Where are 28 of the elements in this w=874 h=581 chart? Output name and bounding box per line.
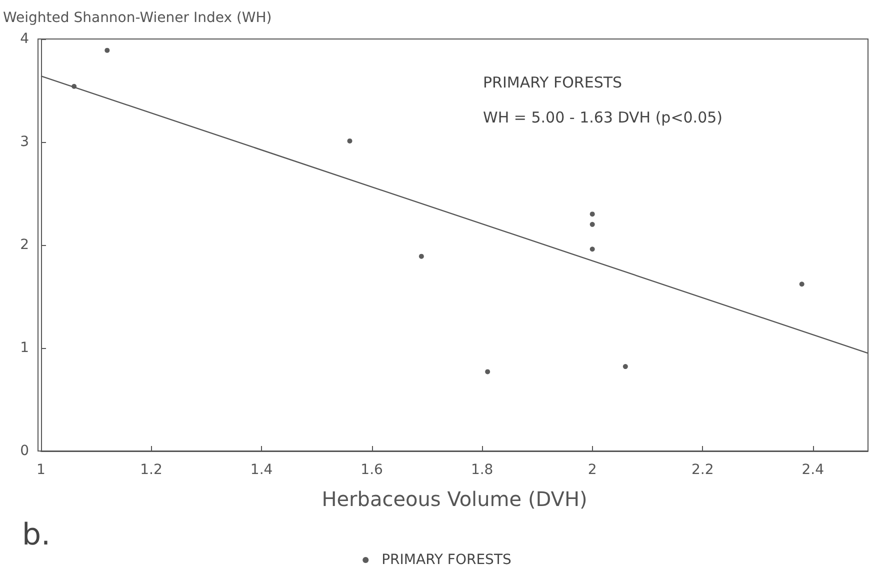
point (590, 246, 595, 252)
y-tick-label: 2 (20, 237, 29, 253)
x-tick-label: 1.8 (470, 462, 494, 478)
y-tick-label: 3 (20, 134, 29, 150)
point (799, 282, 804, 287)
point (622, 364, 628, 370)
point (347, 138, 352, 144)
point (104, 48, 110, 53)
y-axis-title: Weighted Shannon-Wiener Index (WH) (3, 10, 272, 26)
x-tick-label: 1 (36, 462, 46, 478)
point (485, 369, 490, 374)
x-tick-label: 2.4 (802, 462, 824, 478)
legend-label: PRIMARY FORESTS (382, 552, 512, 568)
x-tick-label: 2 (588, 462, 597, 478)
x-tick-label: 2.2 (691, 462, 714, 478)
y-tick-label: 4 (20, 31, 30, 47)
x-tick-label: 1.6 (360, 462, 384, 478)
annotation: PRIMARY FORESTS (483, 74, 622, 92)
text: b. (22, 518, 51, 552)
y-tick-label: 1 (20, 340, 29, 356)
x-axis-title: Herbaceous Volume (DVH) (322, 487, 588, 511)
x-tick-label: 1.4 (250, 462, 273, 478)
point (590, 212, 595, 217)
annotation: WH = 5.00 - 1.63 DVH (p<0.05) (483, 108, 723, 126)
x-tick-label: 1.2 (140, 462, 162, 478)
point (590, 222, 595, 227)
y-tick-label: 0 (20, 443, 29, 459)
point (418, 254, 424, 259)
